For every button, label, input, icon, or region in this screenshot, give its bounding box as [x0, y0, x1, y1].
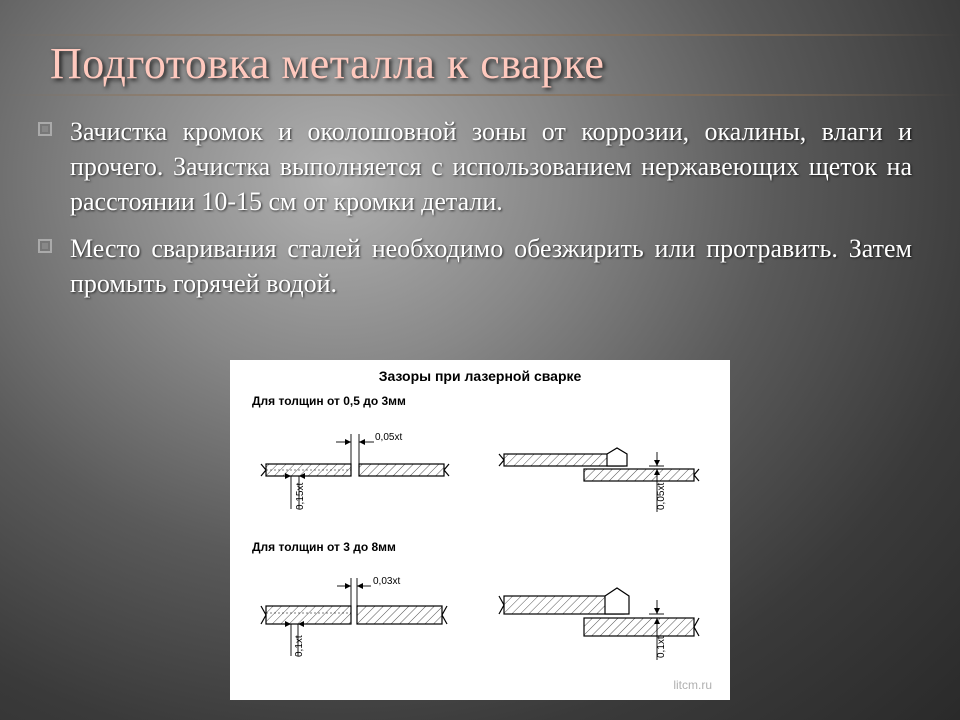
- lap-gap-label: 0,05xt: [656, 483, 667, 510]
- lap-joint-thick-icon: 0,1xt: [489, 560, 709, 670]
- decor-line-top: [0, 34, 960, 36]
- square-bullet-icon: [38, 239, 52, 253]
- diagram-row-2: 0,03xt 0,1xt: [230, 560, 730, 676]
- weld-gap-diagram: Зазоры при лазерной сварке Для толщин от…: [230, 360, 730, 700]
- lap-gap-label: 0,1xt: [656, 636, 667, 658]
- bullet-item: Место сваривания сталей необходимо обезж…: [38, 231, 912, 301]
- bullet-item: Зачистка кромок и околошовной зоны от ко…: [38, 114, 912, 219]
- diagram-watermark: litcm.ru: [673, 678, 712, 692]
- diagram-subtitle-2: Для толщин от 3 до 8мм: [230, 530, 730, 560]
- butt-joint-thick-icon: 0,03xt 0,1xt: [251, 560, 471, 670]
- diagram-row-1: 0,05xt 0,15xt: [230, 414, 730, 530]
- step-label: 0,15xt: [295, 483, 306, 510]
- lap-joint-thin-icon: 0,05xt: [489, 414, 709, 524]
- gap-label: 0,05xt: [375, 432, 402, 443]
- diagram-title: Зазоры при лазерной сварке: [230, 360, 730, 384]
- bullet-text: Зачистка кромок и околошовной зоны от ко…: [70, 114, 912, 219]
- decor-line-bottom: [0, 94, 960, 96]
- gap-label: 0,03xt: [373, 576, 400, 587]
- butt-joint-thin-icon: 0,05xt 0,15xt: [251, 414, 471, 524]
- step-label: 0,1xt: [294, 635, 305, 657]
- bullet-text: Место сваривания сталей необходимо обезж…: [70, 231, 912, 301]
- page-title: Подготовка металла к сварке: [50, 38, 604, 89]
- square-bullet-icon: [38, 122, 52, 136]
- diagram-subtitle-1: Для толщин от 0,5 до 3мм: [230, 384, 730, 414]
- content-area: Зачистка кромок и околошовной зоны от ко…: [38, 114, 912, 313]
